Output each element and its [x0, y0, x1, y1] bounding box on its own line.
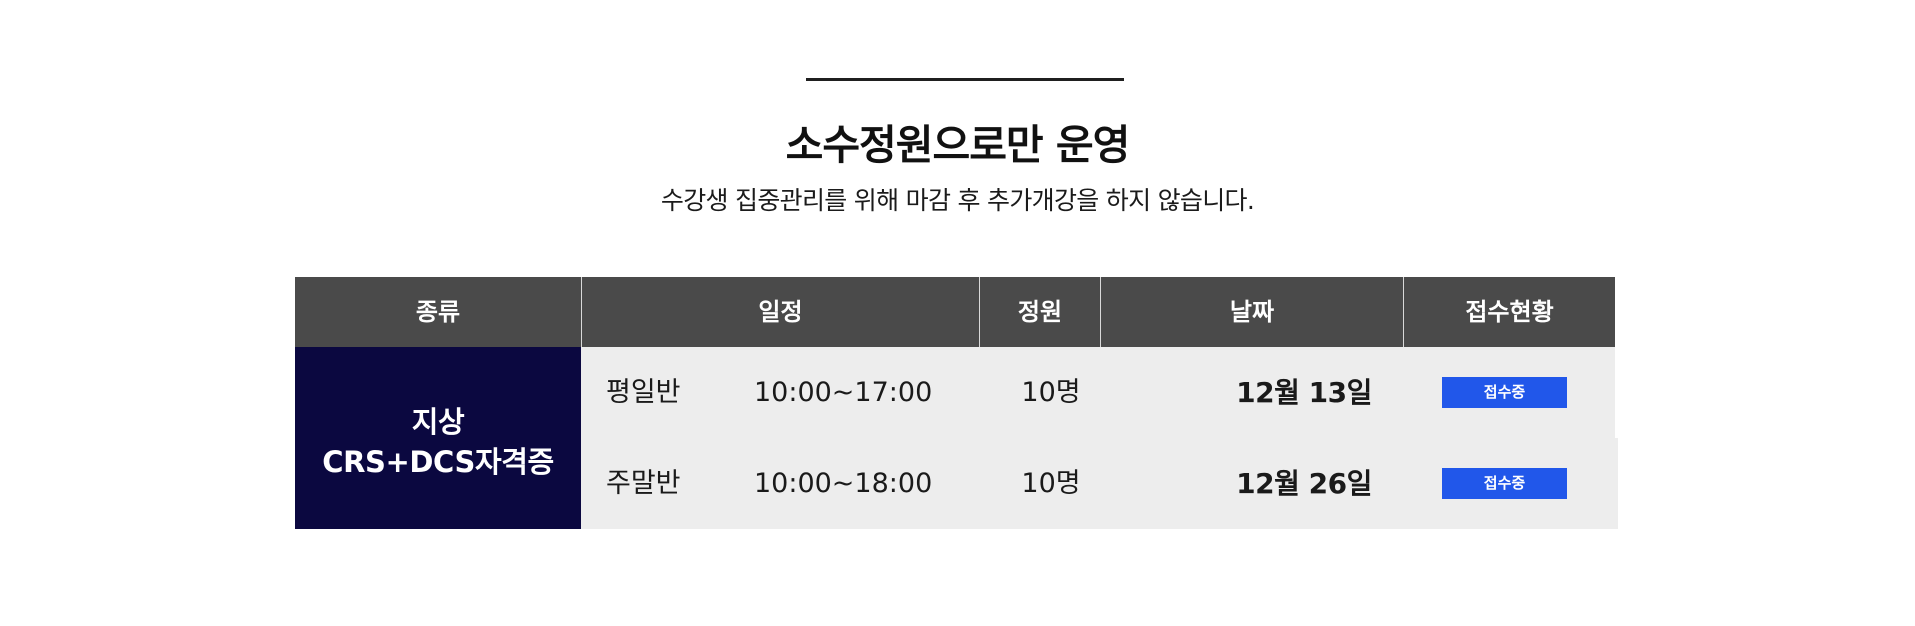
course-kind-name: CRS+DCS자격증 [322, 445, 554, 479]
page-subtitle: 수강생 집중관리를 위해 마감 후 추가개강을 하지 않습니다. [660, 186, 1255, 215]
class-schedule-table: 종류 일정 정원 날짜 접수현황 지상 CRS+DCS자격증 평일반 10:00… [295, 277, 1618, 529]
header-kind: 종류 [415, 298, 461, 326]
header-date: 날짜 [1229, 298, 1275, 326]
header-status: 접수현황 [1465, 298, 1554, 326]
class-type: 평일반 [606, 377, 681, 408]
table-header: 종류 일정 정원 날짜 접수현황 [295, 277, 1615, 347]
registration-status-button[interactable]: 접수중 [1442, 468, 1567, 499]
registration-status-button[interactable]: 접수중 [1442, 377, 1567, 408]
class-type: 주말반 [606, 468, 681, 499]
header-divider [979, 277, 980, 347]
class-date: 12월 26일 [1236, 467, 1372, 500]
class-seats: 10명 [1021, 468, 1081, 499]
class-seats: 10명 [1021, 377, 1081, 408]
class-date: 12월 13일 [1236, 376, 1372, 409]
course-kind-cell: 지상 CRS+DCS자격증 [295, 347, 581, 529]
class-time: 10:00~17:00 [754, 377, 933, 408]
header-divider [1100, 277, 1101, 347]
table-row: 평일반 10:00~17:00 10명 12월 13일 접수중 [581, 347, 1615, 438]
header-seats: 정원 [1017, 298, 1063, 326]
header-divider [581, 277, 582, 347]
header-divider [1403, 277, 1404, 347]
table-row: 주말반 10:00~18:00 10명 12월 26일 접수중 [581, 438, 1618, 529]
class-time: 10:00~18:00 [754, 468, 933, 499]
title-divider [806, 78, 1124, 81]
page-title: 소수정원으로만 운영 [785, 121, 1131, 170]
hero-section: 소수정원으로만 운영 수강생 집중관리를 위해 마감 후 추가개강을 하지 않습… [0, 0, 1915, 215]
course-kind-line: 지상 [411, 405, 465, 439]
header-schedule: 일정 [758, 298, 803, 326]
